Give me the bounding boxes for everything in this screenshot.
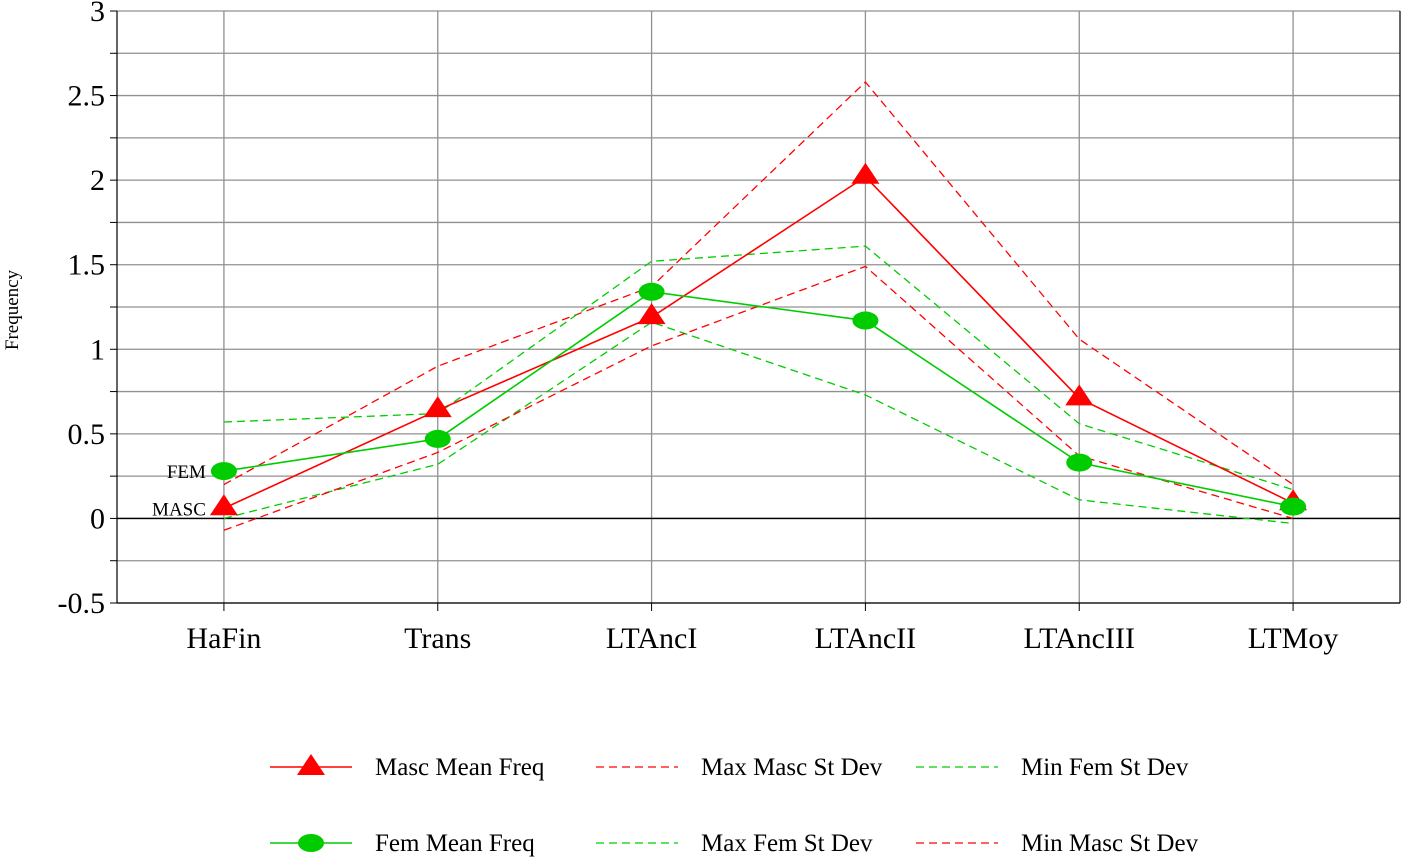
data-point-masc-mean-freq	[209, 494, 238, 516]
legend-label-fem-mean-freq: Fem Mean Freq	[375, 830, 535, 857]
legend-marker-masc-mean-freq	[297, 754, 325, 775]
annotation-fem: FEM	[167, 462, 206, 483]
data-point-masc-mean-freq	[423, 396, 452, 418]
data-point-fem-mean-freq	[1280, 497, 1307, 516]
legend-label-min-fem-st-dev: Min Fem St Dev	[1021, 754, 1189, 781]
data-point-masc-mean-freq	[851, 162, 880, 184]
series-fem-mean-freq	[210, 282, 1307, 516]
series-layer	[209, 81, 1308, 531]
legend-marker-fem-mean-freq	[298, 834, 324, 852]
legend-item-fem-mean-freq: Fem Mean Freq	[270, 830, 535, 857]
data-point-masc-mean-freq	[637, 303, 666, 325]
series-line-masc-mean-freq	[223, 175, 1294, 510]
series-min-masc-st-dev	[223, 265, 1294, 531]
data-point-fem-mean-freq	[638, 282, 665, 301]
data-point-fem-mean-freq	[852, 311, 879, 330]
annotations: FEM MASC	[152, 462, 206, 520]
axes: -0.5 0 0.5 1 1.5 2 2.5 3 HaFin Trans LTAncI LTAncII…	[58, 0, 1401, 655]
y-tick-label: -0.5	[58, 587, 106, 620]
y-tick-label: 2	[90, 164, 105, 197]
y-tick-label: 0.5	[68, 418, 106, 451]
legend-item-min-masc-st-dev: Min Masc St Dev	[916, 830, 1199, 857]
series-line-max-masc-st-dev	[223, 81, 1294, 486]
legend-label-min-masc-st-dev: Min Masc St Dev	[1021, 830, 1199, 857]
x-tick-label: LTAncII	[815, 622, 916, 655]
legend-label-max-fem-st-dev: Max Fem St Dev	[701, 830, 873, 857]
y-tick-label: 1.5	[68, 249, 106, 282]
legend: Masc Mean Freq Max Masc St Dev Min Fem St …	[270, 754, 1199, 857]
series-max-masc-st-dev	[223, 81, 1294, 486]
legend-item-min-fem-st-dev: Min Fem St Dev	[916, 754, 1189, 781]
x-tick-label: LTAncI	[606, 622, 697, 655]
x-tick-label: LTMoy	[1248, 622, 1339, 655]
y-tick-label: 1	[90, 333, 105, 366]
series-line-fem-mean-freq	[223, 290, 1294, 508]
legend-label-masc-mean-freq: Masc Mean Freq	[375, 754, 545, 781]
data-point-fem-mean-freq	[424, 429, 451, 448]
y-tick-label: 0	[90, 502, 105, 535]
x-tick-label: LTAncIII	[1024, 622, 1135, 655]
data-point-fem-mean-freq	[1066, 453, 1093, 472]
legend-item-max-masc-st-dev: Max Masc St Dev	[596, 754, 883, 781]
y-tick-label: 3	[90, 0, 105, 28]
y-axis-label: Frequency	[2, 269, 23, 350]
series-line-min-masc-st-dev	[223, 265, 1294, 531]
series-line-max-fem-st-dev	[223, 245, 1294, 491]
data-point-fem-mean-freq	[210, 462, 237, 481]
series-min-fem-st-dev	[223, 321, 1294, 525]
y-tick-label: 2.5	[68, 80, 106, 113]
x-tick-label: Trans	[404, 622, 471, 655]
x-tick-label: HaFin	[186, 622, 261, 655]
series-max-fem-st-dev	[223, 245, 1294, 491]
legend-item-masc-mean-freq: Masc Mean Freq	[270, 754, 545, 781]
data-point-masc-mean-freq	[1065, 384, 1094, 406]
legend-label-max-masc-st-dev: Max Masc St Dev	[701, 754, 883, 781]
annotation-masc: MASC	[152, 499, 206, 520]
series-line-min-fem-st-dev	[223, 321, 1294, 525]
legend-item-max-fem-st-dev: Max Fem St Dev	[596, 830, 873, 857]
